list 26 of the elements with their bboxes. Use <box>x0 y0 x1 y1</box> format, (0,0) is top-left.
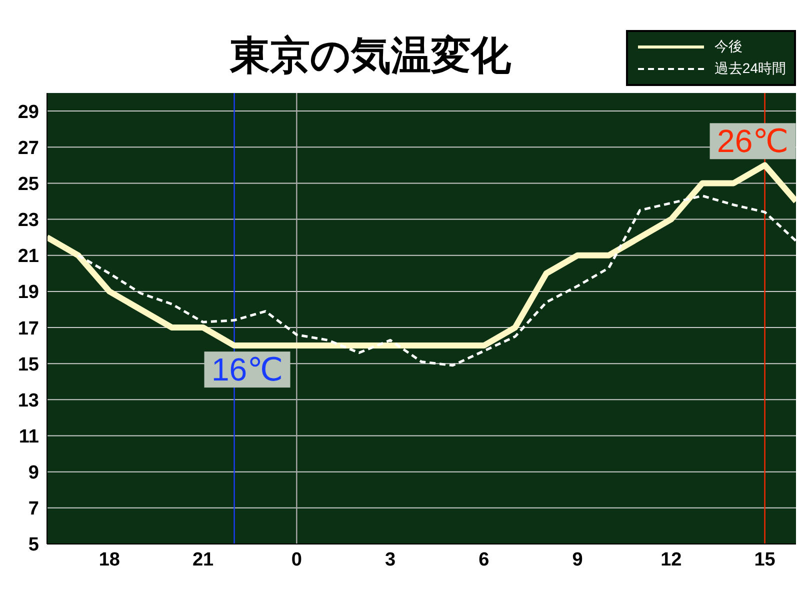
y-tick-label: 29 <box>18 102 39 123</box>
x-tick-label: 9 <box>572 549 583 570</box>
y-tick-label: 17 <box>18 318 39 340</box>
y-tick-label: 11 <box>18 426 40 448</box>
annotation: 26℃ <box>717 123 789 160</box>
legend-label: 過去24時間 <box>714 60 786 78</box>
x-tick-label: 21 <box>192 549 214 570</box>
x-tick-label: 18 <box>98 549 120 570</box>
y-tick-label: 7 <box>28 498 39 520</box>
x-tick-label: 3 <box>385 549 396 570</box>
y-tick-label: 27 <box>18 138 39 159</box>
x-tick-label: 0 <box>291 549 302 570</box>
y-tick-label: 21 <box>18 246 40 268</box>
x-tick-label: 12 <box>660 549 682 570</box>
x-tick-label: 15 <box>754 549 776 570</box>
y-tick-label: 5 <box>28 534 40 556</box>
legend-label: 今後 <box>714 38 742 56</box>
y-tick-label: 15 <box>18 354 40 376</box>
y-tick-label: 13 <box>18 390 39 412</box>
y-tick-label: 19 <box>18 282 39 304</box>
annotation: 16℃ <box>211 352 284 388</box>
chart-title: 東京の気温変化 <box>230 33 511 80</box>
x-tick-label: 6 <box>478 549 490 570</box>
y-tick-label: 25 <box>18 174 40 195</box>
y-tick-label: 23 <box>18 210 39 232</box>
y-tick-label: 9 <box>28 462 39 484</box>
